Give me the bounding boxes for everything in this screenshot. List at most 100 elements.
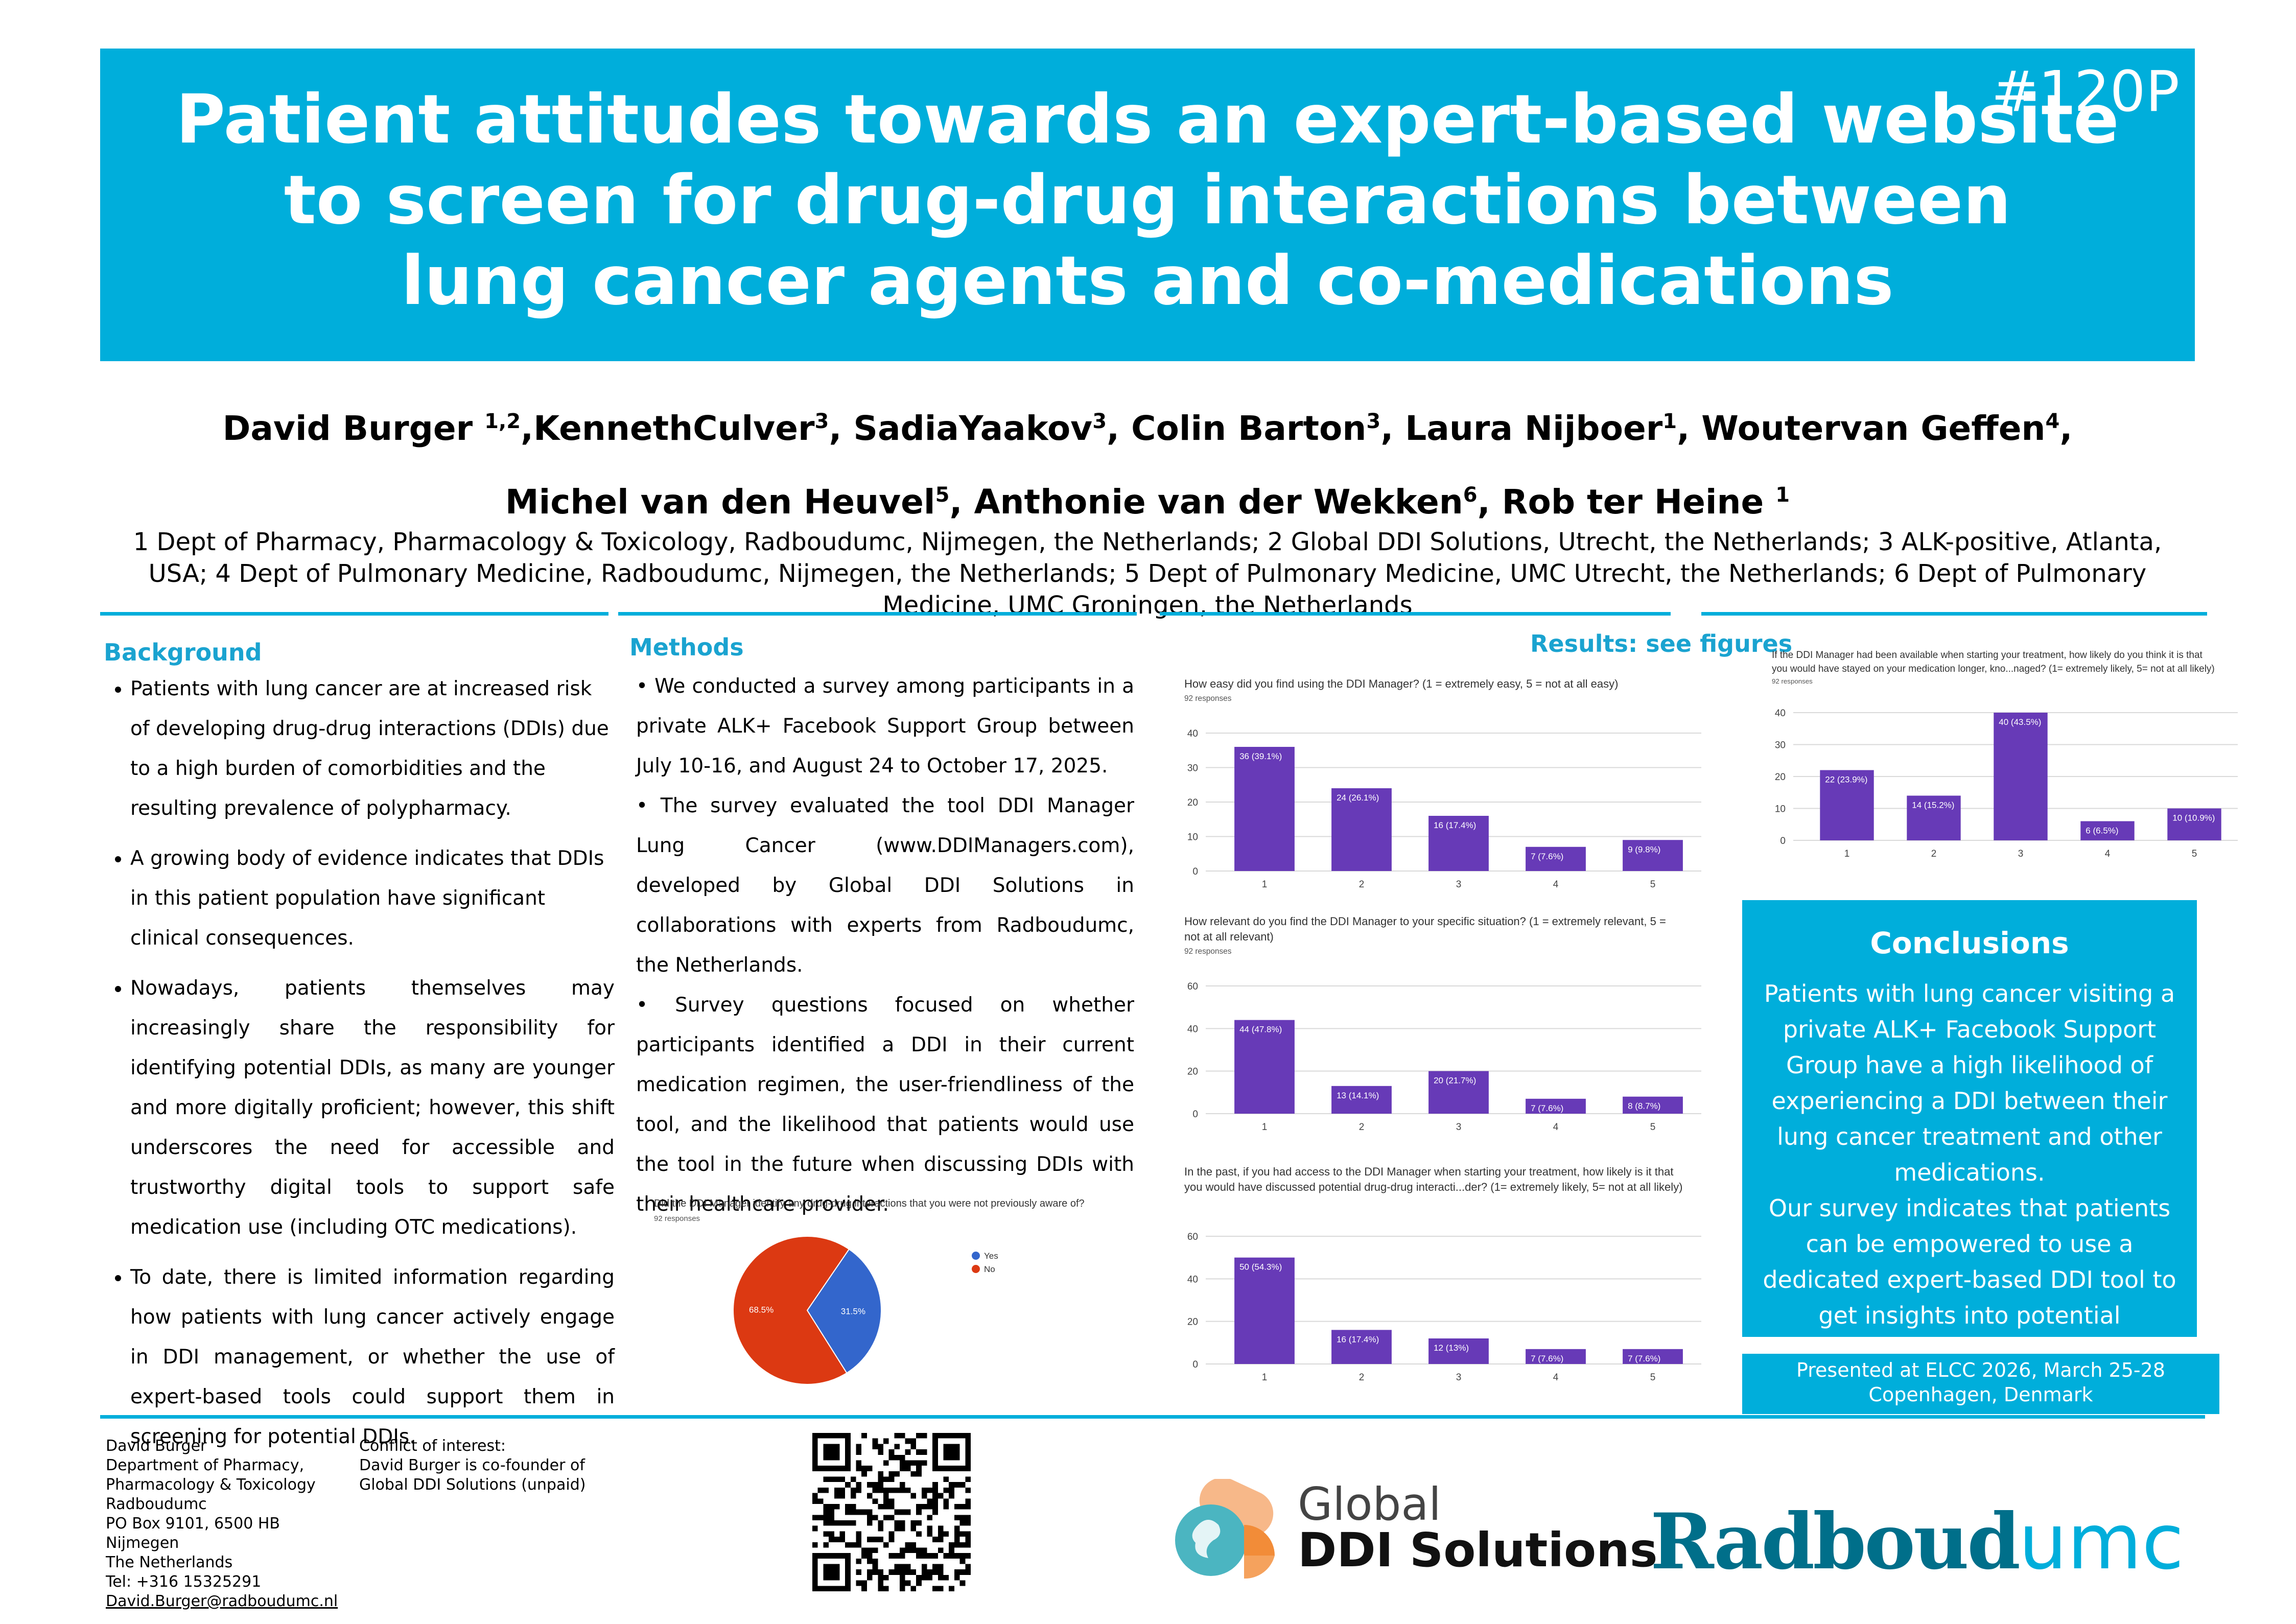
bar-data-label: 6 (6.5%) — [2086, 826, 2118, 836]
x-tick-label: 5 — [2192, 849, 2197, 859]
qr-module — [900, 1487, 905, 1493]
qr-module — [943, 1531, 949, 1537]
qr-module — [856, 1580, 862, 1586]
conclusions-heading: Conclusions — [1870, 926, 2069, 960]
contact-line: Pharmacology & Toxicology — [106, 1476, 316, 1494]
qr-module — [883, 1476, 889, 1482]
qr-module — [959, 1580, 966, 1586]
x-tick-label: 4 — [1553, 1122, 1559, 1133]
x-tick-label: 1 — [1262, 1372, 1268, 1383]
qr-module — [817, 1487, 824, 1493]
contact-line: Department of Pharmacy, — [106, 1456, 304, 1474]
qr-module — [916, 1531, 922, 1537]
qr-module — [910, 1586, 917, 1591]
qr-module — [927, 1531, 933, 1537]
qr-module — [932, 1487, 938, 1493]
qr-module — [900, 1520, 905, 1526]
bar-data-label: 9 (9.8%) — [1628, 844, 1660, 854]
qr-module — [905, 1564, 911, 1570]
bar-data-label: 7 (7.6%) — [1531, 1103, 1563, 1113]
qr-module — [883, 1460, 889, 1466]
qr-module — [894, 1520, 900, 1526]
chart-title: How relevant do you find the DDI Manager… — [1184, 915, 1666, 928]
qr-module — [878, 1580, 883, 1586]
qr-module — [916, 1547, 922, 1554]
qr-module — [965, 1569, 971, 1575]
qr-module — [888, 1476, 895, 1482]
qr-module — [938, 1574, 944, 1581]
author-name: , Woutervan Geffen — [1677, 409, 2046, 448]
qr-module — [910, 1525, 917, 1532]
author-name: ,KennethCulver — [521, 409, 815, 448]
qr-module — [905, 1460, 911, 1466]
author-name: Michel van den Heuvel — [505, 482, 935, 522]
qr-module — [900, 1525, 905, 1532]
qr-module — [938, 1586, 944, 1591]
qr-module — [839, 1537, 846, 1542]
qr-module — [856, 1460, 862, 1466]
qr-module — [965, 1520, 971, 1526]
global-ddi-logo-icon — [1175, 1479, 1275, 1579]
qr-module — [949, 1493, 954, 1499]
bar — [1234, 1020, 1295, 1114]
section-rule — [1701, 612, 2207, 616]
poster-id: #120P — [1991, 59, 2180, 124]
qr-module — [894, 1454, 900, 1461]
qr-module — [905, 1569, 911, 1575]
title-line: to screen for drug-drug interactions bet… — [284, 161, 2011, 240]
conflict-of-interest: Conflict of interest: David Burger is co… — [359, 1437, 604, 1495]
chart-title: you would have discussed potential drug-… — [1184, 1181, 1682, 1193]
pie-slice-label: 31.5% — [841, 1307, 865, 1316]
bar — [1428, 1071, 1489, 1114]
qr-module — [921, 1569, 927, 1575]
qr-module — [916, 1553, 922, 1559]
contact-email-link[interactable]: David.Burger@radboudumc.nl — [106, 1592, 338, 1610]
qr-module — [921, 1503, 927, 1510]
bar — [1994, 713, 2048, 840]
qr-finder — [823, 1444, 840, 1461]
qr-module — [861, 1466, 867, 1471]
presented-at-box: Presented at ELCC 2026, March 25-28 Cope… — [1742, 1354, 2219, 1414]
author-name: , Anthonie van der Wekken — [949, 482, 1463, 522]
qr-module — [823, 1509, 829, 1515]
logo-radboud-part: Radboud — [1650, 1497, 2021, 1587]
qr-module — [861, 1471, 867, 1477]
author-affiliation-number: 6 — [1463, 483, 1478, 507]
qr-module — [888, 1503, 895, 1510]
qr-module — [872, 1569, 878, 1575]
qr-module — [883, 1498, 889, 1504]
qr-module — [965, 1487, 971, 1493]
qr-module — [938, 1547, 944, 1554]
results-heading: Results: see figures — [1530, 630, 1793, 657]
qr-module — [959, 1515, 966, 1521]
bar — [1428, 1338, 1489, 1364]
qr-module — [965, 1531, 971, 1537]
qr-module — [866, 1547, 873, 1554]
qr-module — [949, 1542, 954, 1548]
qr-module — [888, 1498, 895, 1504]
author-list: David Burger 1,2,KennethCulver3, SadiaYa… — [100, 388, 2195, 535]
x-tick-label: 5 — [1650, 1122, 1656, 1133]
qr-module — [894, 1487, 900, 1493]
bar — [1234, 1257, 1295, 1364]
qr-module — [938, 1537, 944, 1542]
qr-module — [954, 1503, 960, 1510]
qr-module — [916, 1471, 922, 1477]
background-bullet: Patients with lung cancer are at increas… — [130, 669, 615, 829]
author-affiliation-number: 4 — [2045, 410, 2060, 433]
qr-code[interactable] — [812, 1433, 971, 1591]
author-name: , SadiaYaakov — [829, 409, 1093, 448]
qr-module — [829, 1515, 834, 1521]
y-tick-label: 0 — [1192, 1359, 1198, 1370]
logo-radboud-part: umc — [2019, 1498, 2184, 1587]
qr-module — [921, 1460, 927, 1466]
qr-module — [921, 1553, 927, 1559]
qr-module — [932, 1537, 938, 1542]
qr-module — [894, 1509, 900, 1515]
qr-module — [872, 1438, 878, 1444]
qr-module — [927, 1487, 933, 1493]
qr-module — [927, 1574, 933, 1581]
qr-module — [861, 1553, 867, 1559]
qr-module — [900, 1466, 905, 1471]
conclusions-text: Patients with lung cancer visiting a pri… — [1764, 980, 2175, 1186]
